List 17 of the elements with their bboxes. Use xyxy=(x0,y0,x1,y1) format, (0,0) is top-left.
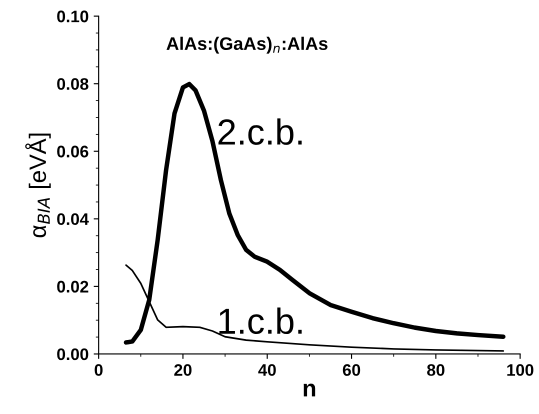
y-tick-label: 0.06 xyxy=(57,146,88,158)
y-tick-label: 0.02 xyxy=(57,280,88,293)
y-tick-label: 0.10 xyxy=(57,10,88,22)
series-label: 2.c.b. xyxy=(218,118,302,145)
x-tick-label: 40 xyxy=(258,364,276,376)
text: AlAs:(GaAs)$_{n}$:AlAs xyxy=(166,36,328,54)
y-tick-label: 0.00 xyxy=(57,348,88,360)
y-tick-label: 0.08 xyxy=(57,78,88,90)
x-tick-label: 20 xyxy=(174,364,192,376)
x-tick-label: 60 xyxy=(342,364,360,376)
x-tick-label: 80 xyxy=(427,364,444,376)
y-axis-title: α$_{BIA}$ [eVÅ] xyxy=(25,134,51,238)
series-label: 1.c.b. xyxy=(219,308,302,334)
x-tick-label: 0 xyxy=(94,364,103,376)
x-axis-title: n xyxy=(304,384,316,396)
x-tick-label: 100 xyxy=(507,364,534,376)
y-tick-label: 0.04 xyxy=(57,213,89,226)
